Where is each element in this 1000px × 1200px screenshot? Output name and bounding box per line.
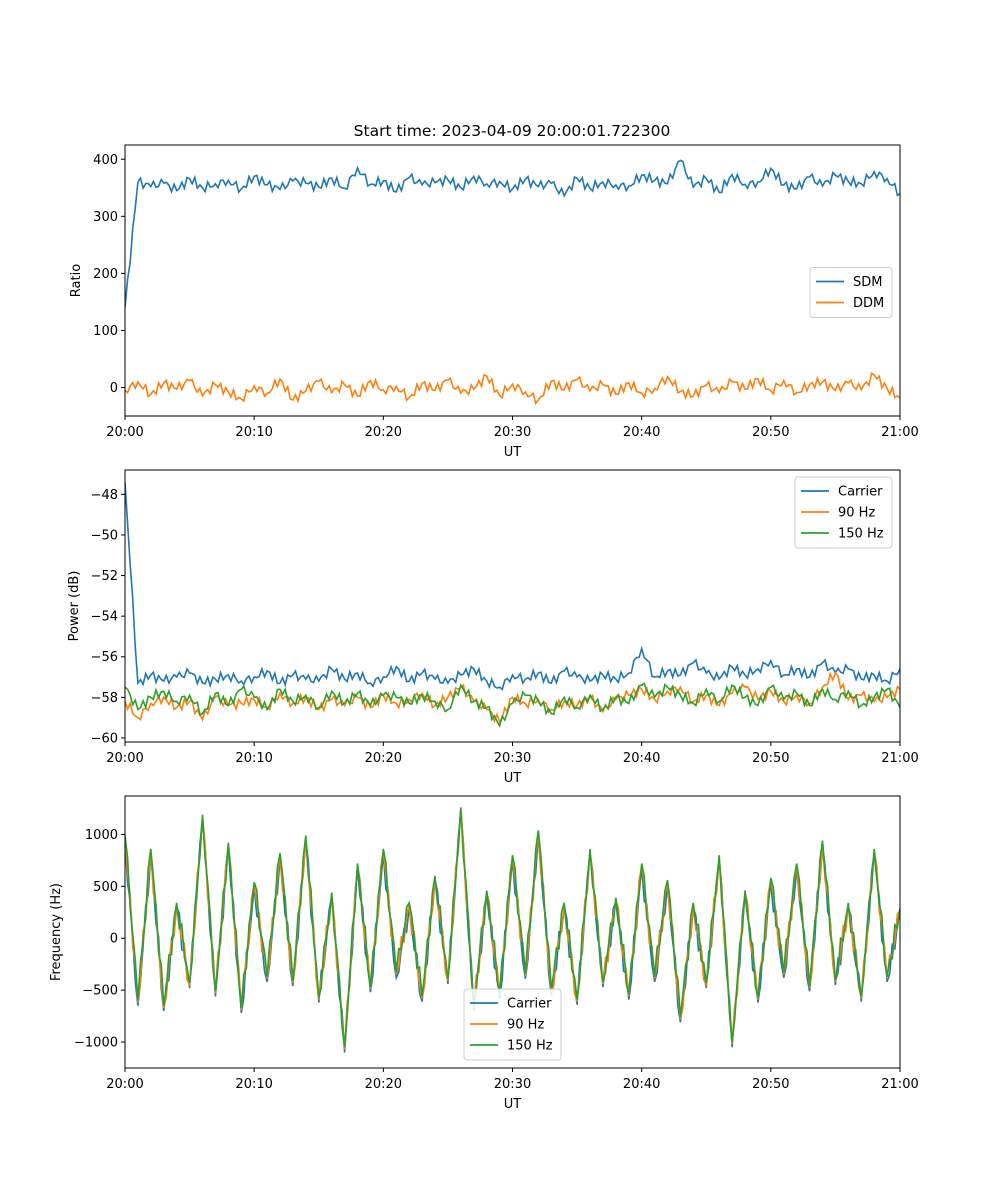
legend: SDM DDM: [809, 267, 893, 318]
y-tick-label: −56: [91, 650, 118, 665]
y-axis-label: Ratio: [69, 264, 84, 297]
y-axis-label: Power (dB): [67, 571, 82, 642]
legend-label: DDM: [853, 296, 884, 311]
x-tick-label: 20:30: [494, 751, 531, 766]
legend-label: 90 Hz: [507, 1018, 544, 1033]
x-tick-label: 20:00: [106, 751, 143, 766]
series-line-carrier: [125, 482, 900, 691]
x-tick-label: 21:00: [881, 1077, 918, 1092]
y-tick-label: −50: [91, 528, 118, 543]
y-tick-label: 500: [93, 880, 118, 895]
x-tick-label: 21:00: [881, 425, 918, 440]
x-tick-label: 20:00: [106, 1077, 143, 1092]
legend-label: 90 Hz: [838, 506, 875, 521]
x-tick-label: 20:20: [365, 425, 402, 440]
x-axis-label: UT: [504, 445, 522, 460]
x-tick-label: 20:10: [235, 1077, 272, 1092]
chart-panel-1: 20:00 20:10 20:20 20:30 20:40 20:50 21:00 UT 0 10…: [69, 144, 919, 460]
y-tick-label: −54: [91, 610, 118, 625]
series-line-90-hz: [125, 671, 900, 724]
y-tick-label: −60: [91, 731, 118, 746]
x-tick-label: 21:00: [881, 751, 918, 766]
legend: Carrier 90 Hz 150 Hz: [463, 988, 562, 1061]
y-tick-label: −500: [82, 984, 118, 999]
x-tick-label: 20:40: [623, 751, 660, 766]
x-axis-label: UT: [504, 771, 522, 786]
legend-label: Carrier: [838, 485, 883, 500]
x-tick-label: 20:20: [365, 751, 402, 766]
chart-title: Start time: 2023-04-09 20:00:01.722300: [354, 122, 671, 140]
y-tick-label: 200: [93, 267, 118, 282]
x-tick-label: 20:30: [494, 1077, 531, 1092]
legend: Carrier 90 Hz 150 Hz: [794, 476, 893, 549]
x-tick-label: 20:50: [752, 1077, 789, 1092]
x-axis-label: UT: [504, 1097, 522, 1112]
series-line-sdm: [125, 159, 900, 308]
y-tick-label: 1000: [85, 828, 118, 843]
legend-label: 150 Hz: [838, 527, 884, 542]
y-tick-label: −52: [91, 569, 118, 584]
y-tick-label: 400: [93, 153, 118, 168]
y-tick-label: 100: [93, 324, 118, 339]
y-tick-label: 0: [110, 932, 118, 947]
chart-panel-2: 20:00 20:10 20:20 20:30 20:40 20:50 21:00 UT −48…: [67, 469, 919, 786]
x-tick-label: 20:00: [106, 425, 143, 440]
y-tick-label: 0: [110, 381, 118, 396]
y-tick-label: 300: [93, 210, 118, 225]
x-tick-label: 20:30: [494, 425, 531, 440]
legend-label: Carrier: [507, 997, 552, 1012]
series-line-ddm: [125, 371, 900, 406]
series-line-150-hz: [125, 682, 900, 728]
legend-label: 150 Hz: [507, 1039, 553, 1054]
y-tick-label: −48: [91, 488, 118, 503]
legend-label: SDM: [853, 275, 882, 290]
x-tick-label: 20:20: [365, 1077, 402, 1092]
y-tick-label: −58: [91, 691, 118, 706]
x-tick-label: 20:40: [623, 425, 660, 440]
x-tick-label: 20:10: [235, 751, 272, 766]
x-tick-label: 20:50: [752, 751, 789, 766]
x-tick-label: 20:10: [235, 425, 272, 440]
chart-panel-3: 20:00 20:10 20:20 20:30 20:40 20:50 21:00 UT 100…: [49, 795, 919, 1112]
series-line-150-hz: [125, 807, 900, 1048]
x-tick-label: 20:40: [623, 1077, 660, 1092]
x-tick-label: 20:50: [752, 425, 789, 440]
y-axis-label: Frequency (Hz): [49, 883, 64, 981]
y-tick-label: −1000: [74, 1036, 118, 1051]
